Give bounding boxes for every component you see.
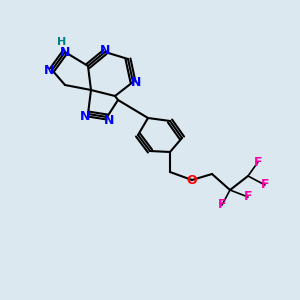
Text: F: F bbox=[244, 190, 252, 203]
Text: F: F bbox=[254, 155, 262, 169]
Text: N: N bbox=[104, 113, 114, 127]
Text: N: N bbox=[131, 76, 141, 88]
Text: N: N bbox=[80, 110, 90, 122]
Text: N: N bbox=[60, 46, 70, 59]
Text: F: F bbox=[261, 178, 269, 191]
Text: N: N bbox=[44, 64, 54, 76]
Text: F: F bbox=[218, 199, 226, 212]
Text: N: N bbox=[100, 44, 110, 56]
Text: H: H bbox=[57, 37, 67, 47]
Text: O: O bbox=[187, 173, 197, 187]
